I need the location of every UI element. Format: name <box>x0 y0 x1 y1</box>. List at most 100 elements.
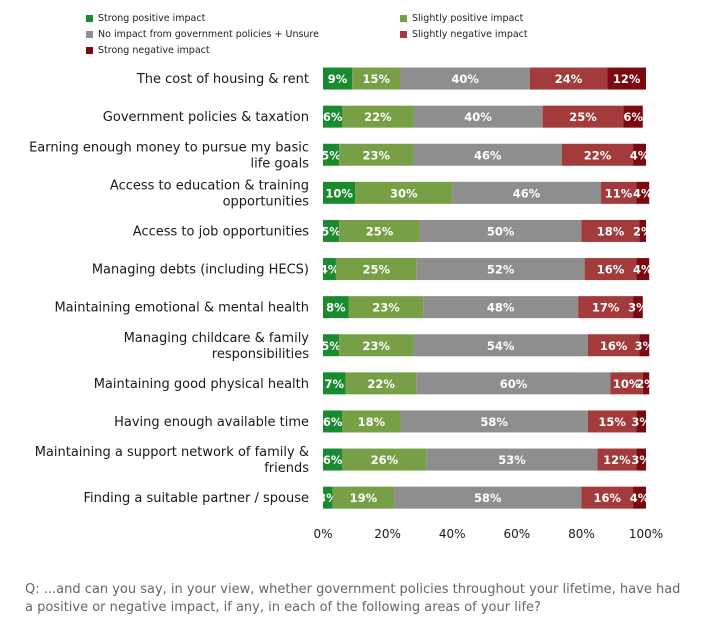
data-label: 50% <box>487 224 515 238</box>
bar-segment <box>636 258 650 281</box>
data-label: 23% <box>363 339 391 353</box>
data-label: 5% <box>321 339 341 353</box>
bar-segment <box>581 219 640 242</box>
data-label: 23% <box>372 301 400 315</box>
data-label: 2% <box>633 224 653 238</box>
data-label: 23% <box>363 148 391 162</box>
bar-segment <box>400 410 588 433</box>
data-label: 6% <box>323 453 343 467</box>
data-label: 22% <box>367 377 395 391</box>
data-label: 7% <box>325 377 345 391</box>
bar-segment <box>323 372 346 395</box>
category-label: opportunities <box>223 194 310 209</box>
bar-segment <box>323 181 356 204</box>
category-label: Earning enough money to pursue my basic <box>29 140 309 155</box>
data-label: 3% <box>631 453 651 467</box>
bar-segment <box>323 296 349 319</box>
bar-segment <box>600 181 637 204</box>
category-label: responsibilities <box>212 347 309 362</box>
category-label: Managing debts (including HECS) <box>92 263 309 278</box>
data-label: 54% <box>487 339 515 353</box>
bar-segment <box>323 258 336 281</box>
bar-segment <box>419 219 582 242</box>
data-label: 4% <box>630 148 650 162</box>
data-label: 53% <box>498 453 526 467</box>
bar-segment <box>323 410 343 433</box>
x-tick-label: 20% <box>374 527 401 541</box>
bar-segment <box>642 372 650 395</box>
legend-slightly-negative: Slightly negative impact <box>400 29 528 40</box>
legend-swatch-strong-positive <box>86 15 93 22</box>
bar-segment <box>339 143 414 166</box>
bar-segment <box>400 67 530 90</box>
bar-segment <box>597 448 637 471</box>
bar-segment <box>587 410 637 433</box>
bar-segment <box>413 334 588 357</box>
category-label: Maintaining a support network of family … <box>35 445 309 460</box>
bar-segment <box>413 143 563 166</box>
bar-segment <box>323 486 333 509</box>
legend-strong-positive: Strong positive impact <box>86 13 205 24</box>
bar-segment <box>413 105 543 128</box>
data-label: 16% <box>593 491 621 505</box>
bar-segment <box>578 296 634 319</box>
x-tick-label: 60% <box>503 527 530 541</box>
data-label: 60% <box>500 377 528 391</box>
data-label: 5% <box>321 148 341 162</box>
data-label: 16% <box>600 339 628 353</box>
data-label: 16% <box>597 263 625 277</box>
data-label: 17% <box>592 301 620 315</box>
data-label: 22% <box>364 110 392 124</box>
bar-segment <box>355 181 453 204</box>
bar-segment <box>542 105 624 128</box>
data-label: 4% <box>633 186 653 200</box>
data-label: 11% <box>605 186 633 200</box>
data-label: 10% <box>613 377 641 391</box>
bar-segment <box>584 258 637 281</box>
question-text: Q: ...and can you say, in your view, whe… <box>25 582 681 615</box>
data-label: 58% <box>474 491 502 505</box>
category-label: Finding a suitable partner / spouse <box>83 491 309 506</box>
data-label: 25% <box>569 110 597 124</box>
legend-swatch-no-impact <box>86 31 93 38</box>
data-label: 8% <box>326 301 346 315</box>
data-label: 6% <box>323 110 343 124</box>
data-label: 24% <box>555 72 583 86</box>
category-label: life goals <box>251 156 310 171</box>
data-label: 15% <box>598 415 626 429</box>
bar-segment <box>323 334 340 357</box>
category-label: Managing childcare & family <box>124 331 310 346</box>
x-tick-label: 0% <box>313 527 332 541</box>
bar-segment <box>323 143 340 166</box>
bar-segment <box>610 372 643 395</box>
data-label: 3% <box>628 301 648 315</box>
data-label: 6% <box>323 415 343 429</box>
data-label: 25% <box>366 224 394 238</box>
x-tick-label: 80% <box>568 527 595 541</box>
category-label: Maintaining good physical health <box>94 377 309 392</box>
bar-segment <box>342 410 401 433</box>
bar-segment <box>639 334 650 357</box>
legend-strong-negative: Strong negative impact <box>86 45 210 56</box>
bar-segment <box>323 219 340 242</box>
bar-segment <box>581 486 634 509</box>
data-label: 40% <box>464 110 492 124</box>
bar-segment <box>452 181 601 204</box>
stacked-bar-chart: The cost of housing & rent 9% 15% 40% 24% 12%… <box>29 67 663 541</box>
legend-swatch-strong-negative <box>86 47 93 54</box>
bar-segment <box>332 486 395 509</box>
category-label: Maintaining emotional & mental health <box>54 301 309 316</box>
bar-segment <box>394 486 582 509</box>
category-label: Having enough available time <box>114 415 309 430</box>
bar-segment <box>352 67 401 90</box>
category-label: Access to education & training <box>110 178 309 193</box>
bar-segment <box>323 67 353 90</box>
bar-segment <box>416 258 585 281</box>
category-label: friends <box>264 461 309 476</box>
data-label: 15% <box>363 72 391 86</box>
legend-label-strong-negative: Strong negative impact <box>98 45 210 56</box>
data-label: 46% <box>513 186 541 200</box>
bar-segment <box>636 410 646 433</box>
bar-segment <box>529 67 608 90</box>
bar-segment <box>323 448 343 471</box>
